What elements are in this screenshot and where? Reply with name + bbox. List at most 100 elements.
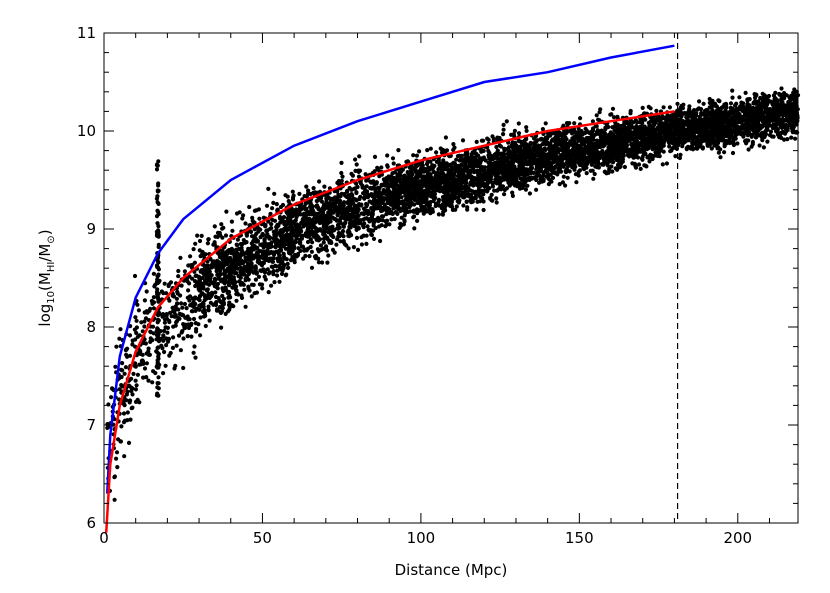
scatter-point: [144, 361, 149, 366]
scatter-point: [538, 137, 544, 142]
scatter-point: [495, 178, 500, 183]
scatter-point: [263, 277, 268, 282]
scatter-point: [446, 178, 451, 183]
scatter-point: [495, 148, 500, 153]
scatter-point: [365, 224, 370, 229]
scatter-point: [312, 221, 317, 226]
scatter-point: [219, 222, 224, 227]
scatter-point: [622, 164, 628, 170]
scatter-point: [179, 330, 184, 335]
scatter-point: [314, 204, 319, 209]
scatter-point: [220, 235, 225, 240]
scatter-point: [389, 196, 394, 201]
scatter-point: [173, 304, 178, 309]
scatter-point: [424, 194, 429, 199]
scatter-point: [197, 238, 203, 244]
scatter-point: [480, 166, 485, 171]
scatter-point: [398, 208, 403, 214]
scatter-point: [400, 184, 405, 189]
scatter-point: [234, 298, 239, 303]
scatter-point: [541, 178, 546, 184]
scatter-point: [202, 267, 207, 272]
scatter-point: [370, 212, 375, 217]
scatter-point: [248, 249, 254, 254]
scatter-point: [396, 148, 401, 153]
scatter-point: [117, 336, 122, 341]
scatter-point: [468, 198, 473, 203]
scatter-point: [190, 296, 195, 301]
scatter-point: [321, 211, 326, 216]
scatter-point: [223, 274, 228, 280]
scatter-point: [350, 173, 355, 178]
scatter-point: [151, 295, 156, 300]
scatter-point: [208, 279, 213, 284]
scatter-point: [421, 211, 426, 216]
scatter-point: [264, 232, 269, 238]
scatter-point: [296, 208, 301, 213]
scatter-point: [235, 243, 240, 248]
scatter-point: [180, 305, 185, 310]
scatter-point: [625, 153, 631, 158]
scatter-point: [563, 183, 568, 188]
scatter-point: [491, 137, 496, 142]
scatter-point: [441, 187, 447, 192]
scatter-point: [238, 265, 243, 271]
scatter-point: [510, 145, 515, 150]
scatter-point: [339, 160, 344, 165]
scatter-point: [365, 177, 370, 182]
scatter-point: [161, 338, 166, 343]
scatter-point: [325, 226, 330, 231]
scatter-point: [265, 248, 270, 253]
scatter-point: [105, 422, 110, 427]
scatter-point: [170, 345, 175, 350]
scatter-point: [206, 304, 211, 309]
scatter-point: [277, 264, 282, 269]
scatter-point: [640, 132, 646, 138]
scatter-point: [231, 304, 236, 309]
scatter-point: [187, 298, 192, 303]
scatter-point: [399, 169, 404, 174]
scatter-point: [253, 277, 258, 282]
scatter-point: [510, 173, 516, 178]
scatter-point: [195, 233, 200, 238]
scatter-point: [203, 278, 208, 283]
scatter-point: [600, 152, 605, 157]
scatter-point: [147, 352, 152, 357]
scatter-point: [135, 334, 140, 339]
scatter-point: [139, 320, 144, 325]
scatter-point: [385, 181, 390, 186]
scatter-point: [235, 266, 240, 271]
scatter-point: [328, 229, 334, 234]
scatter-point: [422, 168, 427, 173]
scatter-point: [230, 228, 235, 233]
scatter-point: [353, 157, 358, 162]
scatter-point: [293, 213, 298, 218]
scatter-point: [481, 207, 486, 213]
scatter-point: [247, 204, 252, 210]
scatter-point: [381, 196, 386, 201]
scatter-point: [192, 344, 197, 349]
scatter-point: [150, 338, 155, 343]
scatter-point: [141, 375, 146, 380]
scatter-point: [251, 282, 256, 287]
scatter-point: [186, 317, 191, 322]
scatter-point: [376, 195, 381, 200]
scatter-point: [243, 240, 248, 245]
scatter-point: [136, 308, 141, 313]
scatter-point: [126, 383, 131, 388]
scatter-point: [179, 312, 184, 317]
scatter-point: [297, 226, 302, 231]
scatter-point: [361, 225, 366, 230]
scatter-point: [253, 268, 258, 273]
scatter-point: [144, 375, 149, 380]
scatter-point: [391, 178, 396, 183]
scatter-point: [125, 418, 130, 423]
scatter-point: [274, 264, 279, 269]
scatter-point: [523, 159, 529, 164]
scatter-point: [322, 207, 327, 212]
scatter-point: [332, 204, 337, 209]
scatter-point: [473, 152, 479, 157]
scatter-point: [132, 273, 138, 279]
scatter-point: [212, 240, 217, 245]
scatter-point: [483, 158, 488, 163]
